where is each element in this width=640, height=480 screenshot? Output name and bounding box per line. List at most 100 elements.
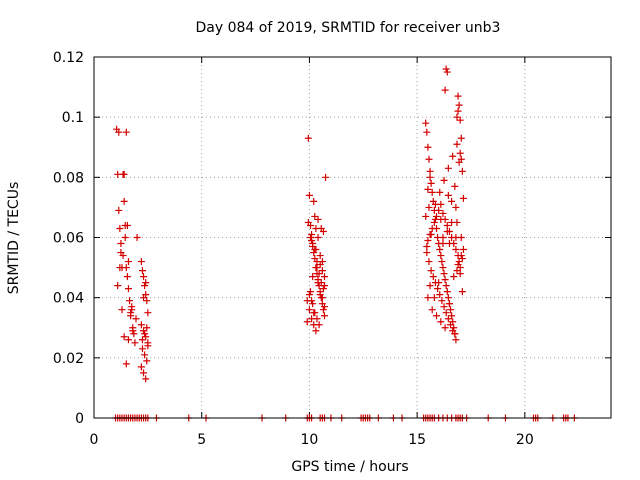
data-point [423, 249, 431, 257]
data-point [426, 173, 434, 181]
data-point [442, 65, 450, 73]
data-point [422, 212, 430, 220]
data-point [442, 309, 450, 317]
data-point [305, 191, 313, 199]
data-point [426, 282, 434, 290]
data-point [316, 252, 324, 260]
data-point [424, 143, 432, 151]
data-point [140, 273, 148, 281]
data-point [320, 303, 328, 311]
data-point [433, 212, 441, 220]
data-point [124, 258, 132, 266]
data-point [120, 170, 128, 178]
data-point [437, 252, 445, 260]
y-tick-label: 0 [75, 411, 84, 427]
data-point [120, 197, 128, 205]
data-point [436, 188, 444, 196]
data-point [121, 234, 129, 241]
data-point [143, 324, 151, 332]
data-point [137, 258, 145, 266]
data-point [312, 327, 320, 335]
data-point [117, 240, 125, 248]
data-point [459, 194, 467, 202]
data-point [457, 234, 465, 241]
data-point [137, 363, 145, 371]
data-point [142, 333, 150, 341]
data-point [305, 306, 313, 314]
x-tick-label: 15 [408, 432, 426, 448]
data-point [311, 212, 319, 220]
y-tick-label: 0.04 [53, 291, 84, 307]
data-point [144, 342, 152, 350]
data-point [437, 318, 445, 326]
data-point [318, 258, 326, 266]
data-point [122, 264, 130, 272]
axis-ticks: 0 5 10 15 20 0 0.02 0.04 0.06 0.08 0.1 0.12 [53, 50, 611, 448]
data-point [138, 345, 146, 353]
data-point [453, 140, 461, 148]
data-point [435, 279, 443, 287]
data-point [129, 327, 137, 335]
data-point [132, 315, 140, 323]
data-point [439, 264, 447, 272]
data-point [320, 273, 328, 281]
data-point [443, 68, 451, 76]
data-point [322, 173, 330, 181]
data-point [306, 288, 314, 296]
data-point [425, 155, 433, 163]
data-point [447, 321, 455, 329]
data-point [428, 306, 436, 314]
chart-title: Day 084 of 2019, SRMTID for receiver unb… [196, 20, 501, 36]
data-point [424, 294, 432, 302]
data-point [303, 297, 311, 305]
data-point [115, 128, 123, 136]
data-point [312, 246, 320, 254]
data-point [444, 164, 452, 172]
data-point [138, 267, 146, 275]
data-point [308, 237, 316, 245]
data-point [314, 234, 322, 241]
data-point [447, 306, 455, 314]
data-point [314, 215, 322, 223]
data-point [436, 246, 444, 254]
data-point [451, 182, 459, 190]
data-point [437, 215, 445, 223]
data-point [423, 243, 431, 251]
data-point [439, 234, 447, 241]
data-point [457, 134, 465, 142]
data-point [443, 288, 451, 296]
data-point [318, 294, 326, 302]
data-point [137, 321, 145, 329]
data-point [456, 116, 464, 124]
data-point [114, 282, 122, 290]
data-point [309, 240, 317, 248]
data-point [115, 206, 123, 214]
data-point [444, 294, 452, 302]
data-point [140, 294, 148, 302]
data-point [122, 128, 130, 136]
data-point [124, 285, 132, 293]
data-point [425, 258, 433, 266]
data-point [309, 300, 317, 308]
data-point [454, 252, 462, 260]
y-axis-label: SRMTID / TECUs [6, 182, 22, 295]
data-point [428, 188, 436, 196]
y-tick-label: 0.06 [53, 231, 84, 247]
data-point [441, 324, 449, 332]
data-point [133, 234, 141, 241]
data-point [315, 321, 323, 329]
x-tick-label: 20 [516, 432, 534, 448]
y-tick-label: 0.1 [62, 110, 84, 126]
data-point [459, 246, 467, 254]
data-point [123, 221, 131, 229]
data-point [453, 113, 461, 121]
data-point [445, 240, 453, 248]
data-point [438, 258, 446, 266]
data-point [436, 291, 444, 299]
data-point [130, 330, 138, 338]
data-point [428, 224, 436, 232]
data-point [427, 267, 435, 275]
data-point [122, 360, 130, 368]
data-point [142, 375, 150, 383]
